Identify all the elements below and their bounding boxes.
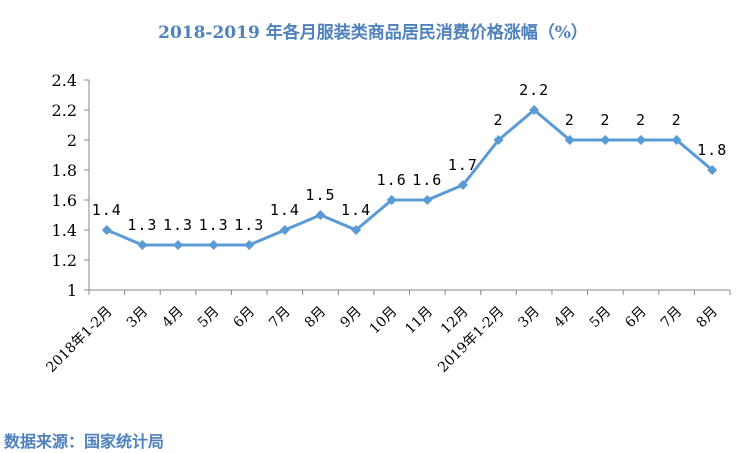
data-point bbox=[208, 240, 219, 250]
data-point bbox=[564, 135, 575, 145]
source-note: 数据来源：国家统计局 bbox=[4, 432, 165, 451]
data-label: 1.7 bbox=[448, 156, 478, 174]
x-tick-label: 5月 bbox=[195, 304, 223, 332]
data-label: 1.4 bbox=[341, 201, 371, 219]
data-label: 1.3 bbox=[234, 216, 264, 234]
data-point bbox=[671, 135, 682, 145]
data-label: 2 bbox=[600, 111, 610, 129]
x-tick-label: 2018年1-2月 bbox=[43, 304, 115, 376]
x-tick-label: 6月 bbox=[231, 304, 259, 332]
data-point bbox=[457, 180, 468, 190]
x-tick-label: 4月 bbox=[159, 304, 187, 332]
x-tick-label: 9月 bbox=[337, 304, 365, 332]
data-label: 1.6 bbox=[412, 171, 442, 189]
data-label: 2 bbox=[672, 111, 682, 129]
x-tick-label: 3月 bbox=[124, 304, 152, 332]
data-label: 1.3 bbox=[199, 216, 229, 234]
data-point bbox=[386, 195, 397, 205]
data-point bbox=[635, 135, 646, 145]
x-tick-label: 8月 bbox=[302, 304, 330, 332]
data-label: 1.5 bbox=[305, 186, 335, 204]
y-tick-label: 1.2 bbox=[52, 251, 77, 270]
data-point bbox=[529, 105, 540, 115]
series-line bbox=[106, 108, 714, 247]
data-label: 2 bbox=[494, 111, 504, 129]
x-tick-label: 3月 bbox=[515, 304, 543, 332]
data-point bbox=[279, 225, 290, 235]
data-point bbox=[137, 240, 148, 250]
data-label: 1.3 bbox=[127, 216, 157, 234]
x-tick-label: 5月 bbox=[587, 304, 615, 332]
data-point bbox=[244, 240, 255, 250]
data-point bbox=[707, 165, 718, 175]
data-point bbox=[173, 240, 184, 250]
data-label: 1.4 bbox=[270, 201, 300, 219]
x-tick-label: 8月 bbox=[694, 304, 722, 332]
data-point bbox=[422, 195, 433, 205]
x-tick-label: 7月 bbox=[266, 304, 294, 332]
data-label: 1.6 bbox=[377, 171, 407, 189]
x-tick-label: 6月 bbox=[622, 304, 650, 332]
data-label: 1.8 bbox=[697, 141, 727, 159]
data-label: 1.3 bbox=[163, 216, 193, 234]
data-label: 1.4 bbox=[92, 201, 122, 219]
x-tick-label: 4月 bbox=[551, 304, 579, 332]
data-point bbox=[600, 135, 611, 145]
x-tick-label: 11月 bbox=[402, 304, 436, 338]
chart-title: 2018-2019 年各月服装类商品居民消费价格涨幅（%） bbox=[158, 23, 588, 43]
data-point bbox=[351, 225, 362, 235]
data-label: 2 bbox=[636, 111, 646, 129]
y-tick-label: 1.8 bbox=[52, 161, 77, 180]
y-tick-label: 1.4 bbox=[52, 221, 77, 240]
data-point bbox=[493, 135, 504, 145]
x-tick-label: 7月 bbox=[658, 304, 686, 332]
data-label: 2.2 bbox=[519, 81, 549, 99]
x-tick-label: 10月 bbox=[367, 304, 401, 338]
y-tick-label: 2.4 bbox=[52, 71, 77, 90]
y-tick-label: 1.6 bbox=[52, 191, 77, 210]
y-tick-label: 2 bbox=[67, 131, 77, 150]
y-tick-label: 2.2 bbox=[52, 101, 77, 120]
y-tick-label: 1 bbox=[67, 281, 77, 300]
data-label: 2 bbox=[565, 111, 575, 129]
data-point bbox=[101, 225, 112, 235]
data-point bbox=[315, 210, 326, 220]
